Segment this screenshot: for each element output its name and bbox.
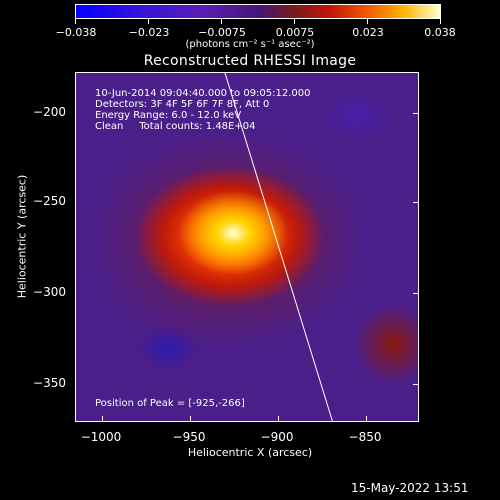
x-tick (366, 416, 367, 421)
colorbar (75, 4, 441, 19)
time-range: 10-Jun-2014 09:04:40.000 to 09:05:12.000 (95, 88, 311, 99)
y-tick-label: −250 (33, 194, 66, 208)
y-tick (413, 384, 418, 385)
colorbar-label: −0.0075 (198, 26, 246, 39)
colorbar-tick (440, 19, 441, 24)
colorbar-label: 0.023 (352, 26, 384, 39)
colorbar-label: 0.038 (424, 26, 456, 39)
image-title: Reconstructed RHESSI Image (143, 53, 357, 69)
x-tick-label: −900 (260, 430, 294, 444)
y-tick-label: −300 (33, 285, 66, 299)
colorbar-tick (221, 19, 222, 24)
peak-position: Position of Peak = [-925,-266] (95, 398, 245, 409)
x-tick-label: −1000 (80, 430, 122, 444)
colorbar-label: −0.038 (55, 26, 97, 39)
x-tick (278, 416, 279, 421)
clean-counts: Clean Total counts: 1.48E+04 (95, 121, 256, 132)
colorbar-units: (photons cm⁻² s⁻¹ asec⁻²) (185, 39, 315, 50)
colorbar-label: −0.023 (128, 26, 170, 39)
x-tick (102, 416, 103, 421)
x-tick (190, 416, 191, 421)
rhessi-image: 10-Jun-2014 09:04:40.000 to 09:05:12.000… (75, 72, 419, 422)
x-tick-label: −950 (172, 430, 206, 444)
y-tick-label: −200 (33, 105, 66, 119)
y-tick-label: −350 (33, 376, 66, 390)
y-axis-title: Heliocentric Y (arcsec) (15, 174, 29, 299)
y-tick (413, 113, 418, 114)
x-tick-label: −850 (348, 430, 382, 444)
timestamp: 15-May-2022 13:51 (351, 481, 469, 495)
y-tick (413, 202, 418, 203)
colorbar-label: 0.0075 (275, 26, 315, 39)
detectors-info: Detectors: 3F 4F 5F 6F 7F 8F, Att 0 (95, 99, 270, 110)
colorbar-tick (367, 19, 368, 24)
colorbar-tick (75, 19, 76, 24)
colorbar-tick (148, 19, 149, 24)
energy-range: Energy Range: 6.0 - 12.0 keV (95, 110, 242, 121)
colorbar-tick (294, 19, 295, 24)
y-tick (413, 293, 418, 294)
solar-limb-line (224, 73, 333, 421)
x-axis-title: Heliocentric X (arcsec) (187, 446, 313, 459)
